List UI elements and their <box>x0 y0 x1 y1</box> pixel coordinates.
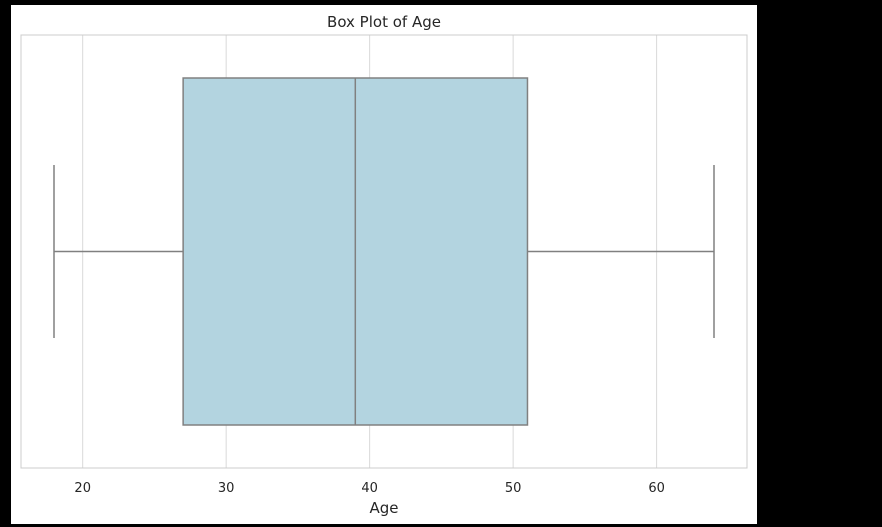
x-tick-label-40: 40 <box>361 481 378 496</box>
x-tick-label-60: 60 <box>648 481 665 496</box>
x-axis-label: Age <box>369 499 398 517</box>
figure: Box Plot of Age 20 30 40 50 60 Age <box>11 5 757 524</box>
x-tick-labels: 20 30 40 50 60 <box>74 481 664 496</box>
x-tick-label-30: 30 <box>218 481 235 496</box>
chart-title: Box Plot of Age <box>327 13 441 31</box>
box-plot-chart: Box Plot of Age 20 30 40 50 60 Age <box>20 13 748 517</box>
box-plot <box>53 77 715 426</box>
x-tick-label-50: 50 <box>505 481 522 496</box>
plot-frame <box>20 34 748 469</box>
x-tick-label-20: 20 <box>74 481 91 496</box>
